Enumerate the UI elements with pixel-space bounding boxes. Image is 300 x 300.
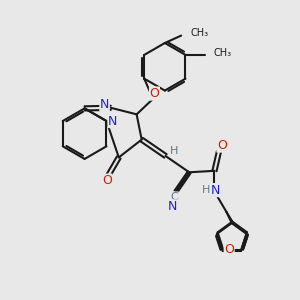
Text: N: N (108, 115, 117, 128)
Text: O: O (102, 174, 112, 187)
Text: O: O (217, 139, 227, 152)
Text: H: H (201, 185, 210, 195)
Text: CH₃: CH₃ (190, 28, 208, 38)
Text: O: O (149, 87, 159, 100)
Text: N: N (100, 98, 109, 111)
Text: C: C (170, 192, 178, 202)
Text: CH₃: CH₃ (214, 48, 232, 59)
Text: H: H (169, 146, 178, 157)
Text: O: O (224, 243, 234, 256)
Text: N: N (210, 184, 220, 196)
Text: N: N (168, 200, 178, 213)
